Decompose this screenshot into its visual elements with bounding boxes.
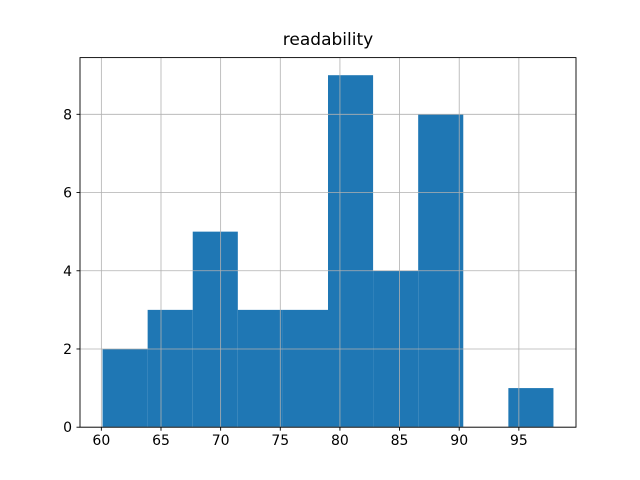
histogram-bar [508, 388, 554, 428]
x-tick-label: 70 [212, 433, 230, 449]
y-tick-label: 8 [63, 107, 72, 123]
y-tick-label: 6 [63, 186, 72, 202]
x-tick-label: 80 [331, 433, 349, 449]
x-tick-label: 65 [152, 433, 170, 449]
y-tick-label: 0 [63, 420, 72, 436]
x-tick-label: 95 [510, 433, 528, 449]
axes-frame [79, 57, 577, 428]
chart-title: readability [282, 30, 374, 50]
x-tick-label: 75 [271, 433, 289, 449]
histogram-bar [237, 309, 283, 428]
histogram-bar [192, 231, 238, 428]
y-tick-label: 4 [63, 264, 72, 280]
histogram-bar [102, 348, 148, 428]
x-tick-label: 90 [450, 433, 468, 449]
histogram-bar [147, 309, 193, 428]
x-tick-label: 85 [391, 433, 409, 449]
histogram-bar [282, 309, 328, 428]
y-tick-label: 2 [63, 342, 72, 358]
histogram-bar [328, 75, 374, 428]
x-tick-label: 60 [92, 433, 110, 449]
